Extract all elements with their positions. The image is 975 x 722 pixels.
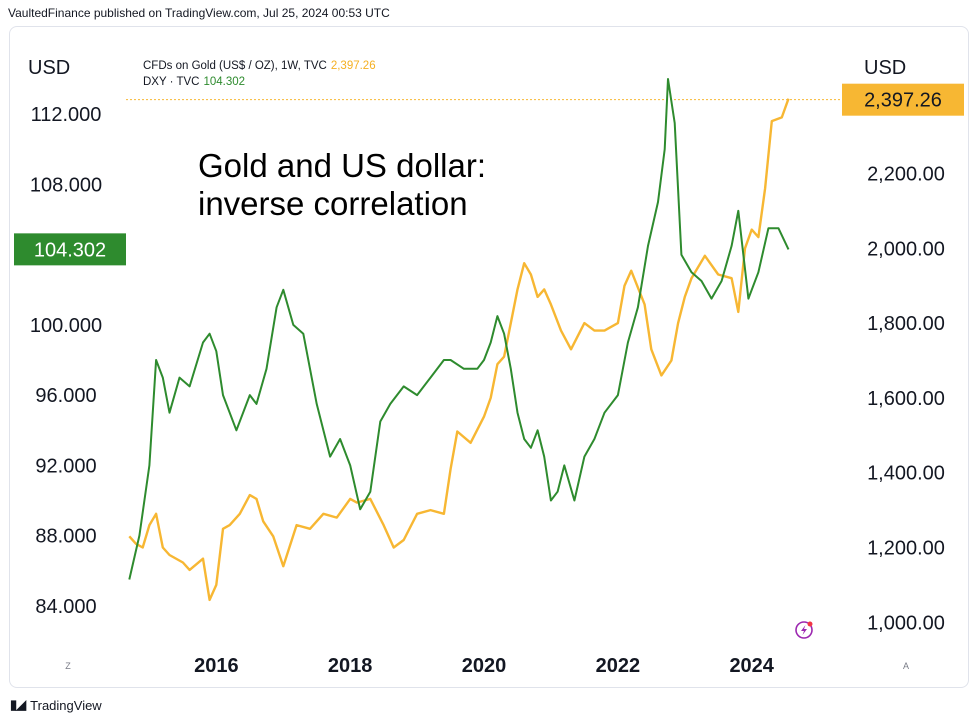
legend-gold-value: 2,397.26 xyxy=(330,60,376,72)
left-tick-label: 88.000 xyxy=(35,526,96,548)
legend-dxy-value: 104.302 xyxy=(203,76,246,88)
right-axis-unit[interactable]: USD xyxy=(856,55,915,82)
lightning-icon[interactable] xyxy=(795,621,813,639)
right-tick-label: 1,400.00 xyxy=(867,463,945,485)
x-tick-label: 2016 xyxy=(194,655,239,677)
x-tick-label: 2018 xyxy=(328,655,373,677)
right-tick-label: 1,200.00 xyxy=(867,537,945,559)
left-tick-label: 96.000 xyxy=(35,385,96,407)
left-axis-ticks: 84.000 88.000 92.000 96.000 100.000 108.000 11… xyxy=(30,104,102,618)
price-badges: 104.302 2,397.26 xyxy=(14,83,964,266)
left-tick-label: 92.000 xyxy=(35,455,96,477)
right-tick-label: 2,200.00 xyxy=(867,163,945,185)
corner-label-right: A xyxy=(903,661,909,671)
chart-panel[interactable]: 84.000 88.000 92.000 96.000 100.000 108.000 11… xyxy=(9,26,969,688)
legend-dxy[interactable]: DXY · TVC 104.302 xyxy=(143,76,245,88)
left-tick-label: 100.000 xyxy=(30,315,102,337)
legend-dxy-label: DXY · TVC xyxy=(143,76,200,88)
right-axis-ticks: 1,000.00 1,200.00 1,400.00 1,600.00 1,800.00… xyxy=(867,163,945,634)
left-tick-label: 112.000 xyxy=(31,104,102,126)
footer-brand: TradingView xyxy=(30,697,102,713)
left-tick-label: 84.000 xyxy=(35,596,96,618)
gold-last-value-badge xyxy=(842,83,964,116)
dxy-series-line[interactable] xyxy=(128,78,790,580)
legend-gold[interactable]: CFDs on Gold (US$ / OZ), 1W, TVC 2,397.26 xyxy=(143,60,376,72)
left-axis-unit[interactable]: USD xyxy=(20,55,79,82)
annotation-line-2: inverse correlation xyxy=(198,185,468,222)
x-tick-label: 2024 xyxy=(729,655,774,677)
right-tick-label: 1,600.00 xyxy=(867,388,945,410)
annotation-line-1: Gold and US dollar: xyxy=(198,147,486,184)
x-tick-label: 2022 xyxy=(596,655,641,677)
corner-label-left: Z xyxy=(65,661,71,671)
gold-series-line[interactable] xyxy=(128,98,790,602)
dxy-last-value-label: 104.302 xyxy=(34,239,106,261)
footer[interactable]: ▮◢ TradingView xyxy=(10,697,102,713)
right-tick-label: 1,800.00 xyxy=(867,313,945,335)
dxy-last-value-badge xyxy=(14,233,126,266)
right-tick-label: 2,000.00 xyxy=(867,238,945,260)
x-axis-ticks: 2016 2018 2020 2022 2024 xyxy=(194,655,775,677)
legend-gold-label: CFDs on Gold (US$ / OZ), 1W, TVC xyxy=(143,60,327,72)
publisher-header: VaultedFinance published on TradingView.… xyxy=(8,6,390,20)
left-tick-label: 108.000 xyxy=(30,174,102,196)
gold-last-value-label: 2,397.26 xyxy=(864,90,942,112)
x-tick-label: 2020 xyxy=(462,655,507,677)
chart-svg[interactable]: 84.000 88.000 92.000 96.000 100.000 108.000 11… xyxy=(10,27,968,687)
tradingview-logo-icon: ▮◢ xyxy=(10,697,26,712)
right-tick-label: 1,000.00 xyxy=(867,612,945,634)
chart-annotation: Gold and US dollar: inverse correlation xyxy=(198,147,486,223)
